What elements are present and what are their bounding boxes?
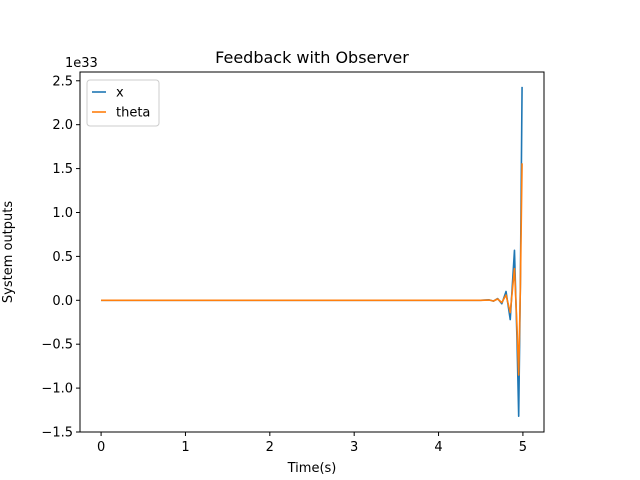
series-layer [101,86,523,418]
y-tick-label: −1.0 [41,382,73,397]
y-axis-label: System outputs [1,201,16,303]
y-tick-label: 2.0 [52,118,73,133]
x-tick-label: 1 [181,440,189,455]
x-tick-label: 0 [97,440,105,455]
y-tick-label: −0.5 [41,338,73,353]
series-line-theta [101,163,523,376]
legend: x theta [86,79,160,127]
x-tick-label: 4 [434,440,442,455]
y-tick-label: 2.5 [52,74,73,89]
x-tick-label: 2 [266,440,274,455]
y-tick-label: 1.0 [52,206,73,221]
y-tick-label: −1.5 [41,426,73,441]
x-axis-ticks: 0 1 2 3 4 5 [97,432,527,455]
x-tick-label: 3 [350,440,358,455]
x-axis-label: Time(s) [287,461,337,476]
y-axis-ticks: −1.5 −1.0 −0.5 0.0 0.5 1.0 1.5 2.0 2.5 [41,74,80,441]
y-tick-label: 0.5 [52,250,73,265]
y-offset-text: 1e33 [65,56,98,71]
legend-label-theta: theta [116,106,150,121]
plot-frame [79,71,545,433]
y-tick-label: 1.5 [52,162,73,177]
chart-title: Feedback with Observer [215,48,409,67]
legend-label-x: x [116,86,124,101]
plot-area [80,72,544,432]
y-tick-label: 0.0 [52,294,73,309]
x-tick-label: 5 [519,440,527,455]
